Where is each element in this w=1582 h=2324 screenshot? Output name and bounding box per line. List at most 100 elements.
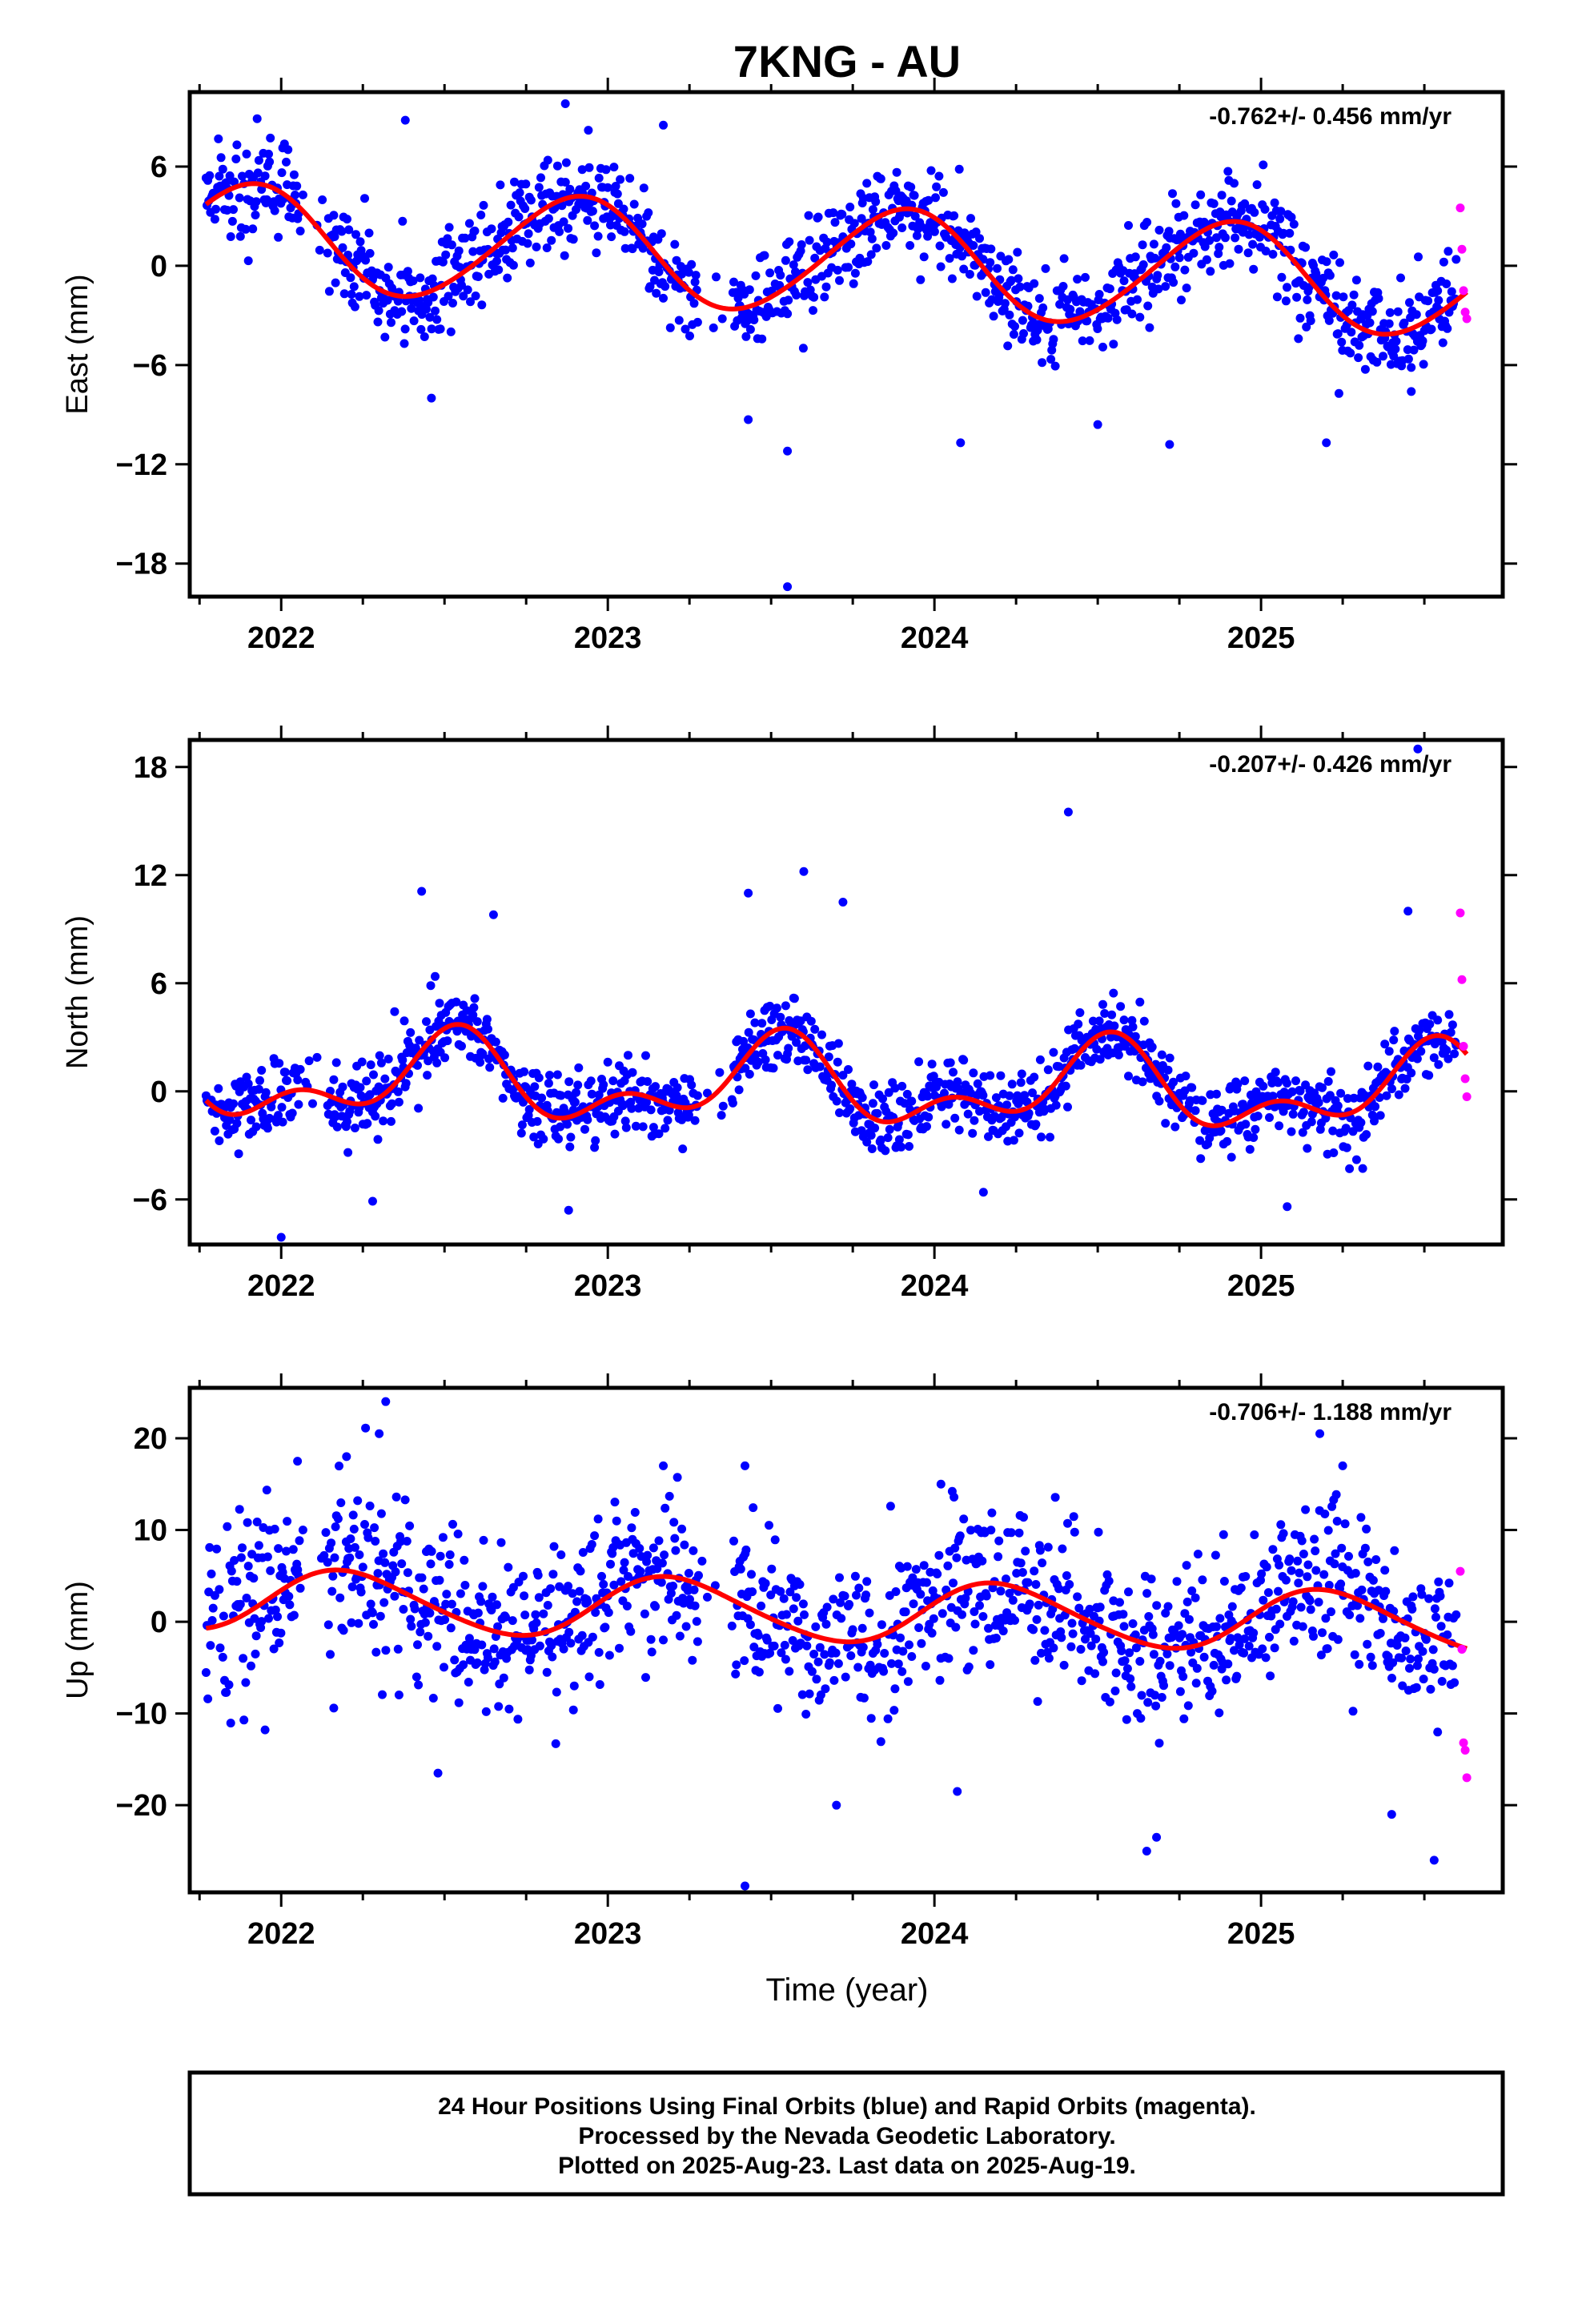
data-point xyxy=(415,1035,424,1045)
data-point xyxy=(1333,1101,1343,1111)
rapid-orbit-point xyxy=(1457,244,1467,254)
data-point xyxy=(1143,1698,1153,1707)
data-point xyxy=(350,1542,359,1552)
data-point xyxy=(1014,1128,1024,1138)
final-orbit-points xyxy=(201,1397,1461,1891)
data-point xyxy=(1412,1661,1422,1671)
data-point xyxy=(361,1423,371,1433)
data-point xyxy=(1339,292,1348,302)
data-point xyxy=(835,275,844,285)
data-point xyxy=(575,1586,584,1596)
data-point-outlier xyxy=(953,1787,962,1796)
data-point xyxy=(1452,1610,1461,1619)
data-point xyxy=(978,1556,987,1566)
data-point xyxy=(1385,308,1395,317)
data-point xyxy=(975,1601,984,1610)
data-point xyxy=(741,1545,751,1554)
data-point xyxy=(285,1600,295,1610)
data-point xyxy=(599,1579,608,1589)
data-point xyxy=(863,257,873,267)
data-point xyxy=(514,212,524,222)
data-point xyxy=(1205,235,1215,245)
data-point xyxy=(949,1578,958,1588)
data-point xyxy=(890,1084,900,1093)
data-point xyxy=(1049,335,1058,344)
data-point xyxy=(1415,1026,1424,1035)
data-point xyxy=(339,289,349,299)
data-point xyxy=(785,1587,795,1597)
data-point xyxy=(490,1657,500,1667)
data-point xyxy=(508,1582,518,1592)
data-point xyxy=(1029,1625,1038,1634)
data-point xyxy=(357,1057,367,1067)
data-point xyxy=(251,1649,260,1659)
data-point xyxy=(1329,1148,1339,1157)
data-point xyxy=(1363,1639,1372,1649)
data-point xyxy=(1146,1574,1156,1584)
data-point xyxy=(1444,1578,1454,1588)
data-point xyxy=(546,1584,556,1594)
data-point xyxy=(1046,1132,1054,1142)
data-point xyxy=(531,1610,540,1619)
data-point xyxy=(620,243,630,253)
data-point xyxy=(1433,286,1443,296)
data-point xyxy=(837,210,847,219)
data-point xyxy=(1090,1669,1100,1679)
data-point xyxy=(369,1619,378,1629)
data-point xyxy=(1281,296,1291,306)
data-point xyxy=(1034,294,1044,304)
data-point xyxy=(464,1678,473,1687)
data-point xyxy=(387,1116,396,1126)
data-point xyxy=(438,1533,448,1542)
data-point xyxy=(910,211,920,221)
data-point xyxy=(1311,1546,1320,1556)
data-point xyxy=(959,1514,969,1524)
data-point xyxy=(1442,1045,1452,1055)
data-point xyxy=(1423,296,1433,306)
data-point xyxy=(777,1648,786,1658)
data-point xyxy=(1128,1619,1138,1628)
data-point xyxy=(1331,291,1341,300)
data-point xyxy=(970,1116,979,1125)
data-point xyxy=(876,1135,885,1144)
data-point xyxy=(289,170,299,179)
data-point xyxy=(809,1650,819,1659)
data-point xyxy=(608,1076,618,1086)
data-point xyxy=(950,211,959,220)
data-point xyxy=(462,1006,472,1015)
data-point xyxy=(1393,307,1403,316)
data-point xyxy=(1283,1079,1291,1088)
notes-box: 24 Hour Positions Using Final Orbits (bl… xyxy=(187,2070,1505,2197)
data-point xyxy=(670,239,680,249)
data-point xyxy=(274,1544,283,1554)
data-point xyxy=(909,1599,918,1609)
data-point-outlier xyxy=(744,888,753,898)
data-point xyxy=(830,218,840,227)
data-point xyxy=(574,1063,584,1072)
data-point xyxy=(821,282,831,292)
data-point xyxy=(1287,1566,1296,1575)
data-point xyxy=(1005,1091,1014,1100)
data-point xyxy=(693,317,702,327)
data-point xyxy=(1163,1065,1173,1075)
data-point xyxy=(1217,1664,1227,1674)
data-point xyxy=(206,1641,215,1651)
data-point-outlier xyxy=(560,99,570,108)
data-point xyxy=(934,171,944,181)
data-point xyxy=(1243,248,1253,258)
data-point xyxy=(476,1597,486,1606)
data-point xyxy=(1223,167,1233,176)
data-point xyxy=(355,1083,365,1092)
data-point xyxy=(897,1081,907,1091)
data-point xyxy=(1024,1108,1034,1118)
data-point xyxy=(1397,1653,1407,1663)
data-point xyxy=(687,1080,697,1090)
data-point xyxy=(780,1640,789,1650)
data-point xyxy=(379,1549,388,1558)
data-point xyxy=(394,1097,404,1107)
data-point xyxy=(1227,1152,1236,1162)
data-point xyxy=(935,241,945,251)
data-point xyxy=(428,274,437,283)
data-point xyxy=(792,1593,801,1602)
